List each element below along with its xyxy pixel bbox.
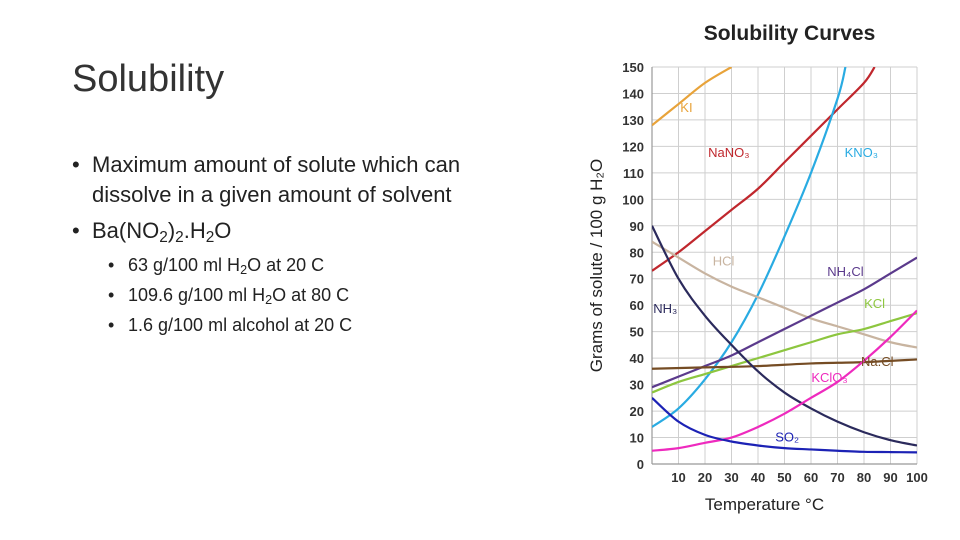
bullet-dot-icon: • — [108, 315, 115, 335]
y-tick-label: 70 — [630, 272, 644, 287]
series-label: NH₄Cl — [827, 264, 863, 279]
series-line-ki — [652, 67, 733, 127]
series-label: SO₂ — [775, 430, 799, 445]
y-axis-label: Grams of solute / 100 g H₂O — [587, 159, 606, 373]
slide-title: Solubility — [72, 58, 225, 100]
bullet-dot-icon: • — [108, 285, 115, 305]
series-label: NH₃ — [653, 301, 677, 316]
bullet-item: • Ba(NO2)2.H2O — [72, 216, 542, 246]
series-line-hcl — [652, 240, 917, 349]
bullet-item: • Maximum amount of solute which can dis… — [72, 150, 542, 210]
series-line-kcl — [652, 312, 917, 394]
x-tick-label: 10 — [671, 470, 685, 485]
sub-bullet-text: 1.6 g/100 ml alcohol at 20 C — [128, 315, 353, 335]
y-tick-label: 80 — [630, 245, 644, 260]
y-tick-label: 150 — [622, 60, 644, 75]
x-tick-label: 80 — [857, 470, 871, 485]
x-tick-label: 100 — [906, 470, 928, 485]
y-tick-label: 60 — [630, 298, 644, 313]
bullet-text: Ba(NO2)2.H2O — [92, 218, 232, 246]
series-line-so — [652, 397, 917, 454]
series-label: Na.Cl — [861, 354, 894, 369]
x-tick-label: 60 — [804, 470, 818, 485]
y-tick-label: 20 — [630, 404, 644, 419]
x-axis-label: Temperature °C — [705, 495, 824, 514]
series-line-kclo — [652, 309, 917, 452]
y-tick-label: 100 — [622, 192, 644, 207]
x-tick-label: 30 — [724, 470, 738, 485]
solubility-chart: Solubility Curves 0 10 20 30 40 50 60 70 80 90 100 1… — [580, 10, 950, 535]
sub-bullet-list: • 63 g/100 ml H2O at 20 C • 109.6 g/100 … — [108, 250, 542, 340]
series-label: NaNO₃ — [708, 145, 749, 160]
x-tick-label: 20 — [698, 470, 712, 485]
series-label: KClO₃ — [811, 370, 847, 385]
bullet-dot-icon: • — [72, 218, 80, 243]
series-label: KI — [680, 100, 692, 115]
series-label: KCl — [864, 296, 885, 311]
chart-svg: Solubility Curves 0 10 20 30 40 50 60 70 80 90 100 1… — [587, 22, 928, 514]
chart-title: Solubility Curves — [704, 22, 876, 45]
y-tick-label: 110 — [623, 166, 644, 181]
series-line-nhcl — [652, 256, 917, 389]
sub-bullet-text: 63 g/100 ml H2O at 20 C — [128, 255, 325, 278]
series-line-nh — [652, 225, 917, 447]
y-tick-label: 50 — [630, 325, 644, 340]
bullet-dot-icon: • — [108, 255, 115, 275]
sub-bullet-item: • 63 g/100 ml H2O at 20 C — [108, 250, 542, 280]
sub-bullet-item: • 109.6 g/100 ml H2O at 80 C — [108, 280, 542, 310]
series-line-nano — [652, 67, 876, 272]
y-tick-label: 130 — [622, 113, 644, 128]
x-tick-label: 70 — [830, 470, 844, 485]
y-tick-label: 140 — [622, 86, 644, 101]
x-tick-label: 40 — [751, 470, 765, 485]
y-tick-label: 30 — [630, 378, 644, 393]
y-tick-label: 90 — [630, 219, 644, 234]
y-tick-label: 40 — [630, 351, 644, 366]
bullet-text: Maximum amount of solute which can disso… — [92, 152, 461, 207]
x-tick-label: 90 — [883, 470, 897, 485]
sub-bullet-item: • 1.6 g/100 ml alcohol at 20 C — [108, 310, 542, 340]
x-tick-label: 50 — [777, 470, 791, 485]
series-line-nacl — [652, 358, 917, 370]
y-tick-label: 0 — [637, 457, 644, 472]
bullet-dot-icon: • — [72, 152, 80, 177]
sub-bullet-text: 109.6 g/100 ml H2O at 80 C — [128, 285, 350, 308]
series-line-kno — [652, 67, 847, 428]
series-label: HCl — [713, 254, 735, 269]
y-tick-label: 10 — [630, 431, 644, 446]
bullet-list: • Maximum amount of solute which can dis… — [72, 150, 542, 340]
y-tick-label: 120 — [622, 139, 644, 154]
series-label: KNO₃ — [845, 145, 878, 160]
